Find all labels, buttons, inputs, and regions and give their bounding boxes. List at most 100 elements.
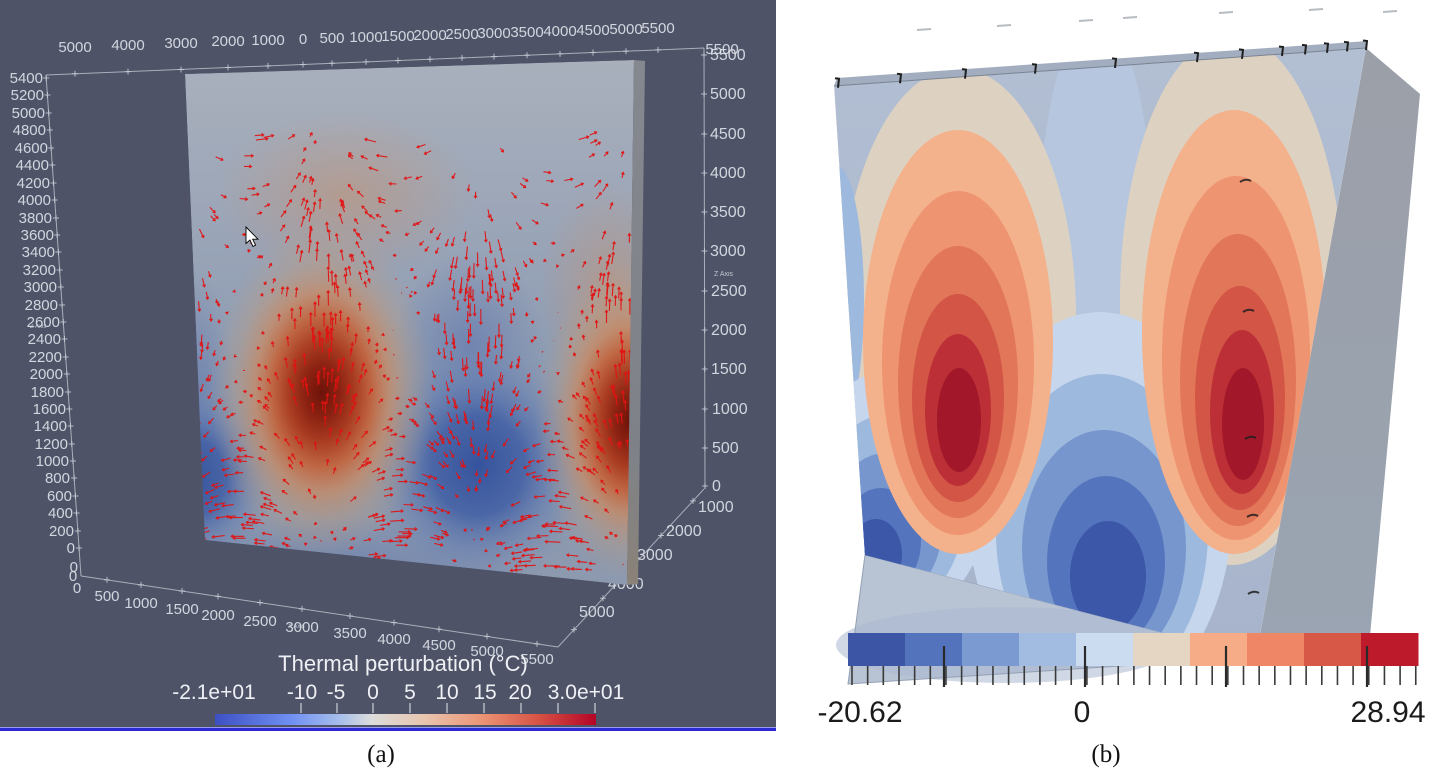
axis-left-label: 1600 [33,401,66,418]
axis-right-label: 0 [712,478,721,495]
box-axis-ticks [834,8,1398,595]
axis-bottom-label: 3000 [285,619,318,636]
contour-band [834,300,840,420]
caption-b: (b) [1091,741,1121,768]
axis-right-tick [701,445,708,451]
colorbar-b-band [1190,633,1248,666]
faint-axis-dash [1218,11,1234,14]
axis-bottom-label: 4500 [422,637,455,654]
contour-band [937,368,981,472]
axis-left-label: 5200 [11,87,44,104]
axis-left-tick [73,510,80,516]
axis-top-tick [623,48,629,55]
axis-right-label: 5000 [710,86,746,103]
axis-bottom-label: 0 [69,568,77,585]
axis-top-label: 4500 [576,22,609,39]
axis-bottom-tick [347,613,353,620]
axis-bottom-tick [215,593,221,600]
axis-left-label: 1400 [34,418,67,435]
colorbar-b-band [1361,633,1419,666]
axis-receding-label: 5000 [579,604,615,621]
axis-top-tick [655,46,661,53]
axis-receding-label: 2000 [666,523,702,540]
axis-left-tick [74,528,81,534]
axes-wireframe: 5000 4000 3000 2000 1000 0 500 1000150020002500… [10,20,748,668]
axis-bottom-tick [257,599,263,606]
colorbar-b-band [1133,633,1191,666]
colorbar-a-value: -5 [327,681,346,704]
axis-right-tick [701,91,708,97]
axis-bottom-label: 2000 [201,607,234,624]
axis-right-tick [701,288,708,294]
axis-bottom-tick [104,576,110,583]
axis-bottom-tick [138,581,144,588]
axis-left-tick [44,92,51,98]
edge-tick-mark [1239,178,1252,183]
axis-left-label: 200 [49,523,74,540]
axis-left-tick [49,162,56,168]
axis-left-label: 5400 [10,70,43,87]
axis-right-tick [701,366,708,372]
axis-right-label: 2500 [711,283,747,300]
box-side-face [1256,48,1420,657]
axis-left-tick [55,249,62,255]
axis-left-tick [43,75,50,81]
axis-bottom-label: 5500 [520,651,553,668]
axis-left-label: 1800 [31,384,64,401]
axis-left-tick [65,389,72,395]
axis-receding-tick [658,532,664,539]
axis-bottom-tick [391,619,397,626]
axis-left-tick [46,127,53,133]
axis-left-label: 4600 [15,140,48,157]
thermal-slice-scene: 5000 4000 3000 2000 1000 0 500 1000150020002500… [0,0,776,727]
axis-bottom-label: 2500 [243,613,276,630]
axis-left-tick [63,371,70,377]
axis-bottom-tick [436,626,442,633]
box-top-tick [1323,42,1330,53]
axis-top-tick [557,50,563,57]
axis-left-tick [51,197,58,203]
axis-bottom-label: 4000 [377,631,410,648]
axis-left-label: 800 [45,470,70,487]
axis-right-label: 1000 [712,401,748,418]
viewport-3d-thermal-slice[interactable]: 5000 4000 3000 2000 1000 0 500 1000 1500 2000 2500… [0,0,776,731]
axis-left-label: 3800 [19,210,52,227]
axis-left-tick [76,545,83,551]
box-top-tick [1238,48,1245,59]
axis-top-label: 5000 [609,21,642,38]
axis-receding-tick [571,626,577,633]
axis-bottom-tick [484,633,490,640]
axis-right-tick [701,131,708,137]
axis-top-label: 3500 [510,24,543,41]
axis-left-tick [54,232,61,238]
axis-left-label: 4000 [18,192,51,209]
axis-left-tick [60,319,67,325]
edge-tick-mark [1244,435,1257,440]
axis-right-label: 4500 [710,126,746,143]
colorbar-b-band [1019,633,1077,666]
box-top-tick [1278,45,1285,57]
axis-top-tick [178,66,184,73]
axis-left-tick [56,267,63,273]
axis-left-label: 0 [67,540,75,557]
caption-a: (a) [367,741,395,768]
axis-right-label: 3500 [710,204,746,221]
axis-left-tick [57,284,64,290]
axis-top-label: 3000 [164,35,197,52]
viewport-3d-contour-box[interactable]: -20.62 0 28.94 [776,0,1431,731]
colorbar-a-value: -10 [287,681,317,704]
axis-top-tick [329,60,335,67]
axis-left-tick [61,336,68,342]
axis-left-label: 4400 [16,157,49,174]
axis-right-label: 1500 [711,361,747,378]
axis-top-tick [590,49,596,56]
axis-bottom-tick [179,588,185,595]
axis-title-mini: Z Axis [714,271,734,278]
box-top-tick [1343,40,1350,52]
axis-right-tick [701,406,708,412]
axis-top-tick [427,56,433,63]
axis-top-tick [300,61,306,68]
axis-left-label: 2800 [25,297,58,314]
axis-left-label: 3000 [24,279,57,296]
axis-left-tick [68,441,75,447]
